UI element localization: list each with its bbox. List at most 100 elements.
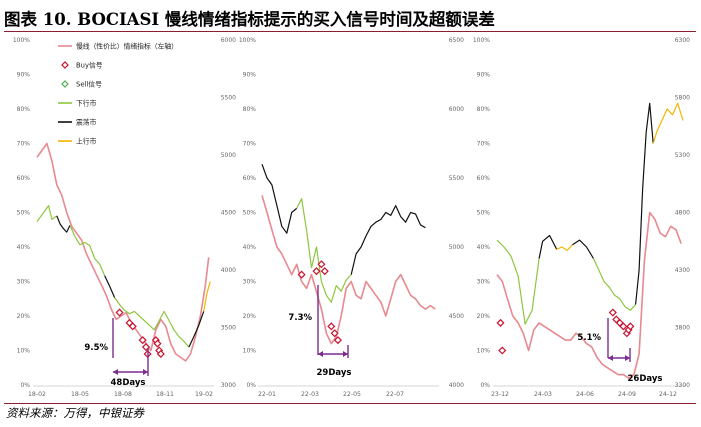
legend-label: 下行市	[76, 99, 97, 108]
left-tick-label: 90%	[17, 72, 31, 79]
drawdown-label: 5.1%	[577, 333, 601, 343]
x-tick-label: 19-02	[195, 391, 213, 398]
right-tick-label: 5800	[675, 95, 690, 102]
index-bear-segment	[114, 297, 190, 348]
right-tick-label: 5000	[449, 244, 464, 251]
index-shock-segment	[56, 215, 71, 233]
arrow-head-left	[608, 355, 613, 361]
right-tick-label: 6000	[449, 106, 464, 113]
left-tick-label: 70%	[477, 141, 491, 148]
duration-label: 48Days	[111, 378, 146, 388]
x-tick-label: 22-07	[386, 391, 404, 398]
duration-label: 29Days	[317, 368, 352, 378]
index-bear-segment	[592, 258, 637, 311]
index-bull-segment	[203, 281, 211, 312]
left-tick-label: 30%	[477, 279, 491, 286]
left-tick-label: 50%	[477, 210, 491, 217]
left-tick-label: 30%	[243, 279, 257, 286]
x-tick-label: 18-05	[71, 391, 89, 398]
sentiment-line	[496, 211, 682, 379]
arrow-head-right	[343, 351, 348, 357]
left-tick-label: 20%	[477, 313, 491, 320]
index-shock-segment	[350, 205, 426, 275]
left-tick-label: 80%	[477, 106, 491, 113]
left-tick-label: 0%	[246, 382, 256, 389]
buy-signal-marker	[333, 336, 342, 345]
legend-label: 震荡市	[76, 118, 97, 127]
index-bull-segment	[556, 244, 573, 251]
chart-title: 图表 10. BOCIASI 慢线情绪指标提示的买入信号时间及超额误差	[4, 10, 495, 29]
x-tick-label: 24-09	[618, 391, 636, 398]
right-tick-label: 6000	[221, 37, 236, 44]
left-tick-label: 50%	[17, 210, 31, 217]
right-tick-label: 3000	[221, 382, 236, 389]
left-tick-label: 90%	[243, 72, 257, 79]
left-tick-label: 10%	[17, 348, 31, 355]
left-tick-label: 60%	[477, 175, 491, 182]
x-tick-label: 18-02	[28, 391, 46, 398]
buy-signal-marker	[626, 322, 635, 331]
duration-label: 26Days	[628, 374, 663, 384]
index-shock-segment	[104, 275, 116, 298]
index-shock-segment	[572, 239, 595, 259]
right-tick-label: 6500	[449, 37, 464, 44]
left-tick-label: 0%	[480, 382, 490, 389]
left-tick-label: 30%	[17, 279, 31, 286]
left-tick-label: 100%	[239, 37, 256, 44]
index-shock-segment	[261, 163, 298, 234]
legend-swatch-diamond	[61, 61, 69, 69]
buy-signal-marker	[312, 267, 321, 276]
right-tick-label: 5000	[221, 152, 236, 159]
legend-label: 上行市	[76, 137, 97, 146]
source-note: 资料来源：万得，中银证券	[6, 406, 144, 420]
right-tick-label: 3300	[675, 382, 690, 389]
right-tick-label: 4500	[221, 210, 236, 217]
left-tick-label: 10%	[243, 348, 257, 355]
left-tick-label: 90%	[477, 72, 491, 79]
left-tick-label: 70%	[17, 141, 31, 148]
left-tick-label: 60%	[243, 175, 257, 182]
legend-label: 慢线（性价比）情绪指标（左轴）	[76, 42, 178, 51]
buy-signal-marker	[128, 322, 137, 331]
buy-signal-marker	[115, 308, 124, 317]
x-tick-label: 18-08	[114, 391, 132, 398]
buy-signal-marker	[608, 308, 617, 317]
index-shock-segment	[188, 311, 205, 348]
legend-label: Sell信号	[76, 80, 102, 89]
left-tick-label: 40%	[17, 244, 31, 251]
arrow-head-right	[625, 355, 630, 361]
right-tick-label: 4300	[675, 267, 690, 274]
index-bear-segment	[69, 224, 106, 277]
left-tick-label: 40%	[477, 244, 491, 251]
legend-swatch-diamond	[61, 80, 69, 88]
index-bear-segment	[496, 239, 540, 325]
left-tick-label: 20%	[17, 313, 31, 320]
right-tick-label: 4800	[675, 210, 690, 217]
drawdown-label: 7.3%	[288, 313, 312, 323]
left-tick-label: 50%	[243, 210, 257, 217]
footer-divider	[4, 403, 696, 404]
chart-panel-1: 0% 10% 20% 30% 40% 50% 60% 70% 80% 90% 100% 3000 350…	[13, 37, 236, 398]
buy-signal-marker	[330, 329, 339, 338]
buy-signal-marker	[327, 322, 336, 331]
right-tick-label: 5500	[449, 175, 464, 182]
sentiment-line	[261, 195, 436, 345]
x-tick-label: 24-06	[576, 391, 594, 398]
buy-signal-marker	[496, 318, 505, 327]
index-bear-segment	[296, 198, 352, 303]
right-tick-label: 4500	[449, 313, 464, 320]
left-tick-label: 60%	[17, 175, 31, 182]
left-tick-label: 70%	[243, 141, 257, 148]
chart-panel-3: 0% 10% 20% 30% 40% 50% 60% 70% 80% 90% 100% 3300 380…	[473, 37, 690, 398]
buy-signal-marker	[320, 267, 329, 276]
title-divider	[4, 31, 696, 32]
buy-signal-marker	[498, 346, 507, 355]
arrow-head-right	[143, 369, 148, 375]
buy-signal-marker	[297, 270, 306, 279]
right-tick-label: 3500	[221, 325, 236, 332]
buy-signal-marker	[156, 349, 165, 358]
x-tick-label: 23-12	[491, 391, 509, 398]
x-tick-label: 24-03	[534, 391, 552, 398]
buy-signal-marker	[138, 336, 147, 345]
